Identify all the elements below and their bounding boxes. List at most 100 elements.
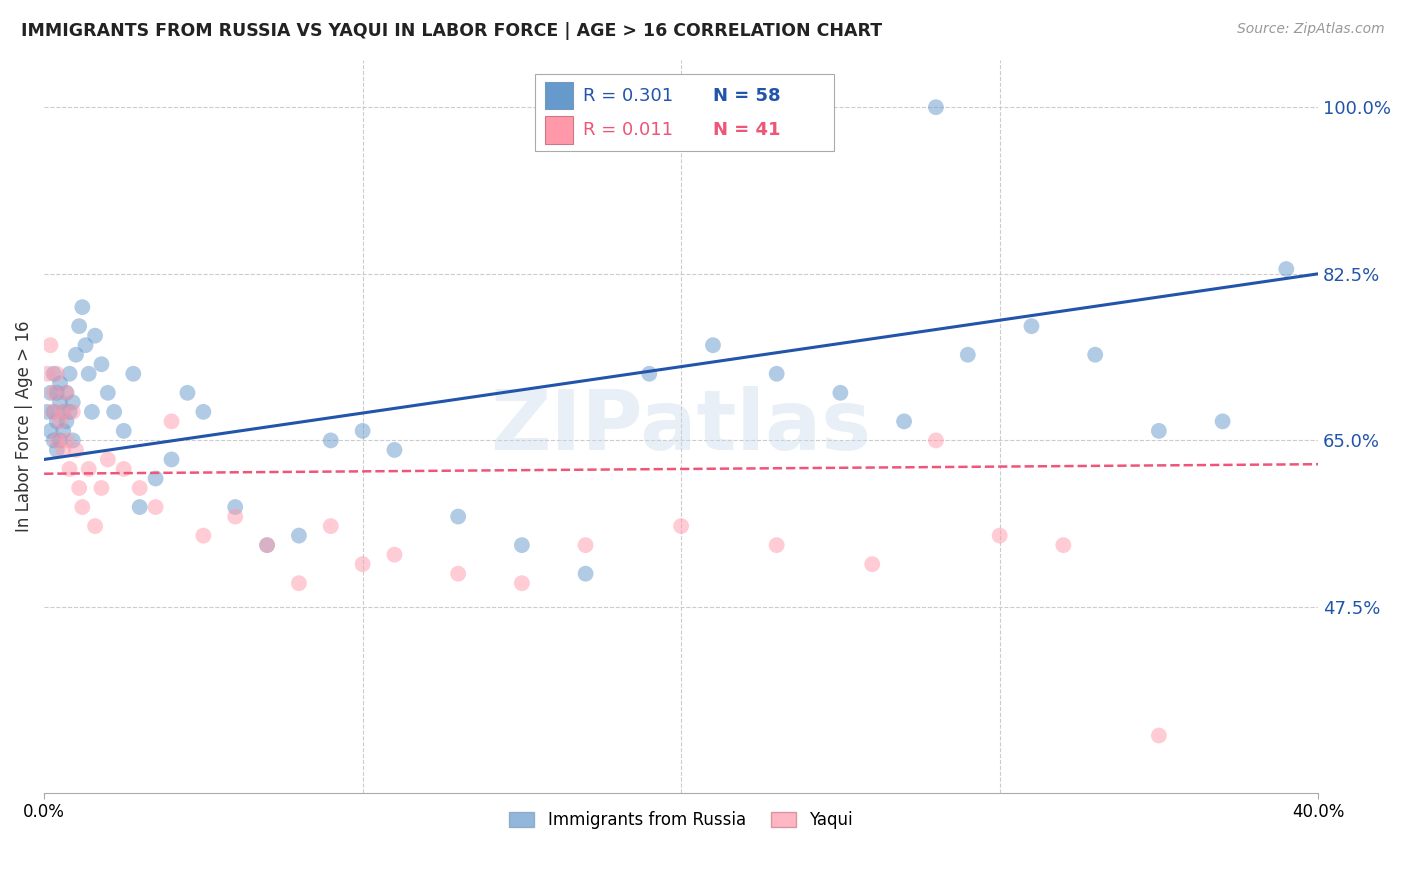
Point (65, 442, 87, 457)
Point (58, 405, 80, 419)
Point (893, 414, 915, 428)
Point (77, 462, 100, 476)
Text: N = 58: N = 58 (713, 87, 780, 104)
Point (956, 348, 979, 362)
Point (65, 348, 87, 362)
Point (58, 367, 80, 381)
Point (256, 538, 278, 552)
Point (384, 548, 406, 562)
Point (830, 385, 852, 400)
Point (988, 528, 1011, 542)
Y-axis label: In Labor Force | Age > 16: In Labor Force | Age > 16 (15, 320, 32, 532)
Point (72, 500, 94, 514)
Point (669, 519, 692, 533)
Point (52, 405, 75, 419)
Text: ZIPatlas: ZIPatlas (491, 385, 872, 467)
Point (1212, 414, 1234, 428)
Point (1147, 729, 1170, 743)
Point (42, 405, 65, 419)
Point (925, 434, 948, 448)
Point (925, 100, 948, 114)
Point (42, 367, 65, 381)
Point (160, 414, 183, 428)
Point (1084, 348, 1107, 362)
Point (1052, 538, 1074, 552)
Legend: Immigrants from Russia, Yaqui: Immigrants from Russia, Yaqui (503, 805, 859, 836)
Point (49, 395, 72, 409)
Point (352, 557, 374, 571)
Point (103, 405, 125, 419)
Point (62, 405, 84, 419)
Point (224, 500, 246, 514)
FancyBboxPatch shape (534, 74, 834, 152)
Point (55, 385, 77, 400)
Point (160, 452, 183, 467)
Point (49, 376, 72, 391)
Point (49, 414, 72, 428)
Point (80, 405, 103, 419)
Point (860, 557, 883, 571)
Point (447, 509, 470, 524)
Point (1275, 262, 1298, 277)
Point (352, 424, 374, 438)
Point (90, 357, 112, 371)
Point (37, 405, 59, 419)
Point (42, 434, 65, 448)
Point (49, 434, 72, 448)
Point (62, 434, 84, 448)
Point (224, 509, 246, 524)
Point (319, 434, 342, 448)
Text: Source: ZipAtlas.com: Source: ZipAtlas.com (1237, 22, 1385, 37)
Point (384, 442, 406, 457)
Point (112, 462, 135, 476)
Point (77, 367, 100, 381)
Text: N = 41: N = 41 (713, 121, 780, 139)
Point (90, 481, 112, 495)
Point (112, 424, 135, 438)
Point (52, 405, 75, 419)
Point (39, 338, 62, 352)
Text: IMMIGRANTS FROM RUSSIA VS YAQUI IN LABOR FORCE | AGE > 16 CORRELATION CHART: IMMIGRANTS FROM RUSSIA VS YAQUI IN LABOR… (21, 22, 882, 40)
Point (45, 367, 67, 381)
Point (45, 414, 67, 428)
Text: R = 0.301: R = 0.301 (583, 87, 673, 104)
Point (638, 367, 661, 381)
Point (574, 538, 596, 552)
Point (42, 405, 65, 419)
Point (55, 434, 77, 448)
Point (75, 338, 97, 352)
Text: R = 0.011: R = 0.011 (583, 121, 673, 139)
Point (510, 576, 533, 591)
Point (58, 462, 80, 476)
Point (193, 405, 215, 419)
Point (84, 519, 107, 533)
Point (97, 452, 120, 467)
Point (765, 538, 787, 552)
Point (62, 395, 84, 409)
Point (45, 434, 67, 448)
Point (67, 319, 90, 334)
Point (45, 442, 67, 457)
Point (319, 519, 342, 533)
Point (574, 566, 596, 581)
Point (52, 442, 75, 457)
Point (128, 500, 150, 514)
Point (145, 500, 167, 514)
Point (37, 367, 59, 381)
Point (84, 328, 107, 343)
FancyBboxPatch shape (544, 81, 572, 110)
Point (55, 414, 77, 428)
Point (39, 385, 62, 400)
FancyBboxPatch shape (544, 116, 572, 144)
Point (193, 528, 215, 542)
Point (447, 566, 470, 581)
Point (176, 385, 198, 400)
Point (702, 338, 724, 352)
Point (288, 576, 311, 591)
Point (1021, 319, 1043, 334)
Point (122, 367, 145, 381)
Point (288, 528, 311, 542)
Point (55, 385, 77, 400)
Point (256, 538, 278, 552)
Point (128, 481, 150, 495)
